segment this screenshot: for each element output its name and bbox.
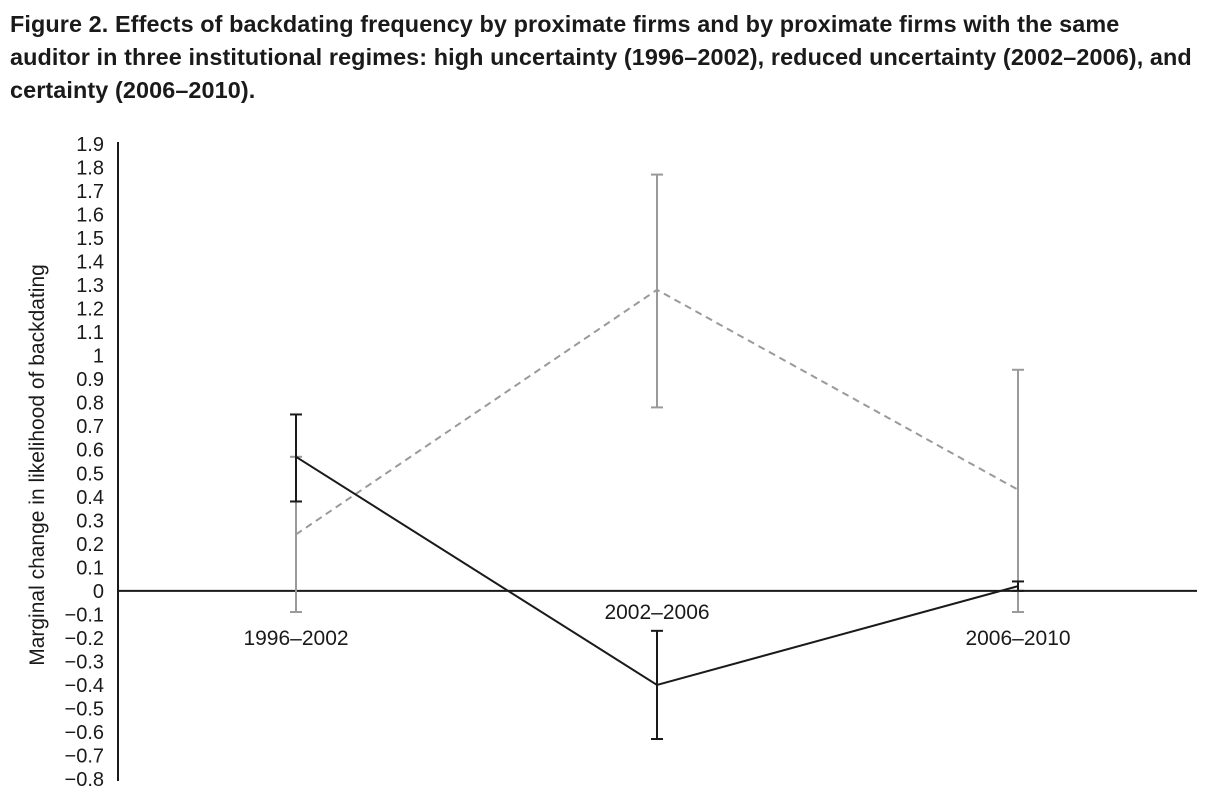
x-tick-label: 2006–2010 (965, 627, 1070, 650)
y-tick-label: 0.7 (76, 416, 104, 438)
y-tick-label: −0.3 (65, 651, 104, 673)
x-tick-label: 1996–2002 (243, 627, 348, 650)
y-tick-label: −0.4 (65, 675, 104, 697)
y-tick-label: 1.1 (76, 322, 104, 344)
y-tick-label: −0.1 (65, 604, 104, 626)
y-tick-label: −0.6 (65, 722, 104, 744)
y-tick-label: 1.7 (76, 181, 104, 203)
y-tick-label: 1.9 (76, 134, 104, 156)
y-tick-label: −0.2 (65, 628, 104, 650)
data-point (1017, 585, 1019, 588)
y-tick-label: 0.6 (76, 440, 104, 462)
figure-title: Figure 2. Effects of backdating frequenc… (10, 11, 1192, 103)
y-tick-label: 0.3 (76, 510, 104, 532)
x-axis: 1996–2002 2002–2006 2006–2010 (118, 589, 1197, 650)
y-tick-label: 0.5 (76, 463, 104, 485)
x-tick-label: 2002–2006 (604, 601, 709, 624)
series-1 (290, 173, 1024, 614)
y-tick-label: 1 (93, 346, 104, 368)
data-point (656, 683, 658, 686)
y-tick-label: 0.4 (76, 487, 104, 509)
y-tick-label: 1.3 (76, 275, 104, 297)
error-bar (1012, 368, 1024, 614)
y-tick-label: 1.6 (76, 205, 104, 227)
series-layer (290, 173, 1024, 741)
series-2 (290, 413, 1024, 741)
y-tick-label: 0.8 (76, 393, 104, 415)
y-tick-label: −0.7 (65, 745, 104, 767)
y-axis-label: Marginal change in likelihood of backdat… (26, 264, 49, 666)
y-axis: 1.91.81.71.61.51.41.31.21.110.90.80.70.6… (65, 134, 119, 791)
data-point (295, 455, 297, 458)
y-tick-label: 0.1 (76, 557, 104, 579)
y-tick-label: 0.2 (76, 534, 104, 556)
y-tick-label: 0 (93, 581, 104, 603)
y-tick-label: 1.5 (76, 228, 104, 250)
y-tick-label: 1.4 (76, 252, 104, 274)
y-tick-label: 0.9 (76, 369, 104, 391)
y-tick-label: 1.2 (76, 299, 104, 321)
data-point (295, 533, 297, 536)
data-point (1017, 488, 1019, 491)
data-point (656, 288, 658, 291)
y-tick-label: 1.8 (76, 158, 104, 180)
y-tick-label: −0.8 (65, 769, 104, 791)
y-tick-label: −0.5 (65, 698, 104, 720)
